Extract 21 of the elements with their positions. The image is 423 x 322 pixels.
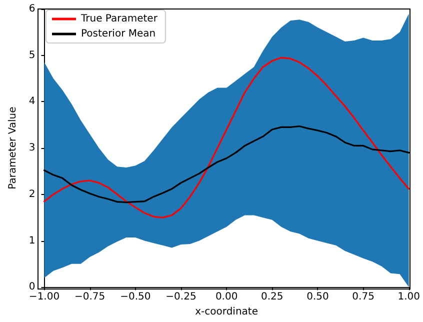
y-axis-title: Parameter Value (8, 106, 18, 190)
x-tick-label: 0.25 (261, 292, 284, 303)
x-axis-title: x-coordinate (195, 306, 258, 318)
x-tick-label: 1.00 (398, 292, 420, 303)
y-tick-label: 2 (28, 188, 36, 200)
y-tick-label: 0 (28, 282, 36, 293)
x-tick-label: 0.00 (215, 292, 238, 303)
x-tick-label: −0.50 (120, 292, 151, 303)
x-tick-label: −0.25 (166, 292, 196, 303)
y-tick-label: 6 (28, 4, 36, 14)
x-tick-label: −1.00 (28, 292, 60, 303)
y-tick-label: 4 (28, 96, 36, 108)
x-tick-label: 0.75 (352, 292, 374, 303)
y-tick-label: 3 (28, 142, 36, 154)
y-tick-label: 1 (28, 235, 36, 246)
legend-label: True Parameter (80, 14, 158, 24)
legend-label: Posterior Mean (81, 28, 156, 40)
x-tick-label: −0.75 (74, 292, 106, 303)
line-series (43, 56, 410, 218)
x-tick-label: 0.50 (306, 292, 329, 303)
y-tick-label: 5 (28, 50, 36, 61)
